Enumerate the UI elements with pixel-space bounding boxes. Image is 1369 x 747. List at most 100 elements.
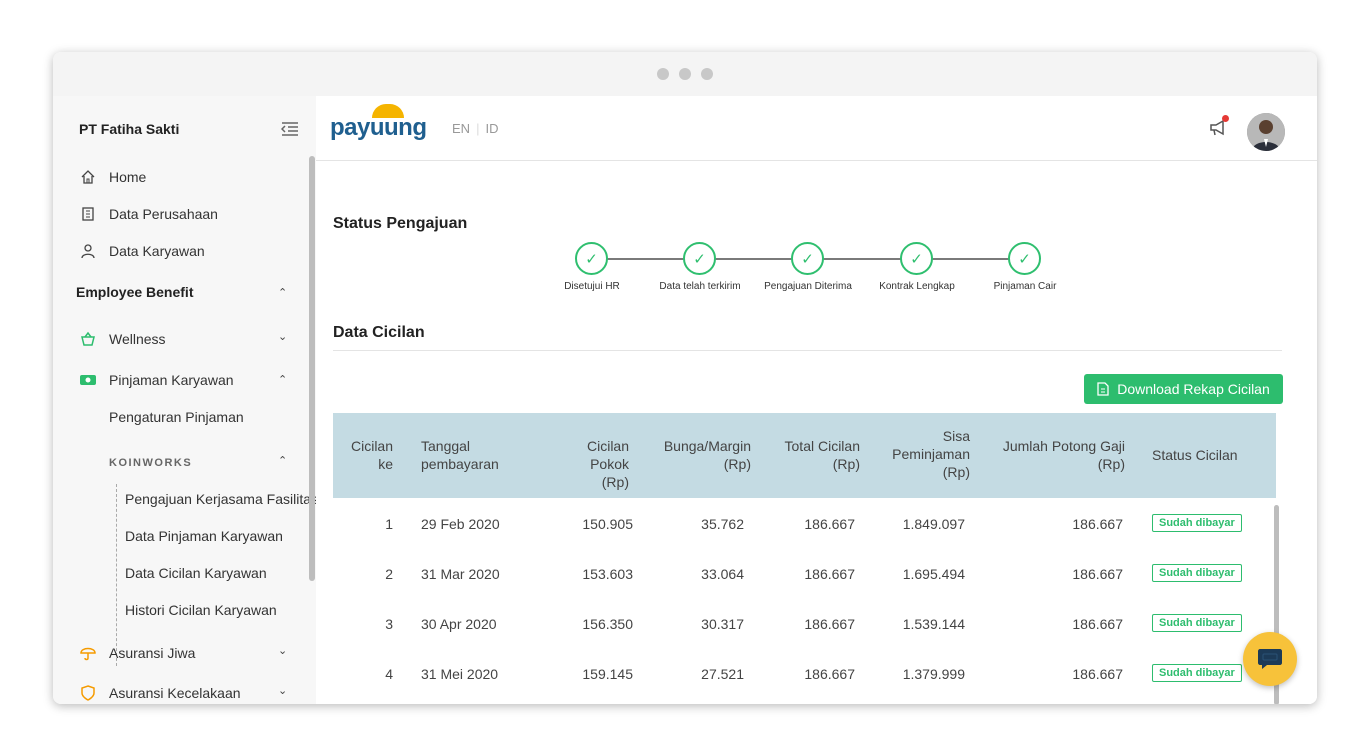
- lang-en[interactable]: EN: [452, 121, 471, 136]
- download-label: Download Rekap Cicilan: [1117, 381, 1270, 397]
- sidebar-item-label: Asuransi Kecelakaan: [109, 685, 241, 701]
- divider: [333, 350, 1282, 351]
- cell-sisa: 1.695.494: [902, 566, 965, 582]
- avatar[interactable]: [1247, 113, 1285, 151]
- sidebar-subitem[interactable]: Data Pinjaman Karyawan: [125, 528, 283, 544]
- cell-bunga: 30.317: [701, 616, 744, 632]
- cell-total: 186.667: [804, 666, 855, 682]
- sidebar-item-pinjaman-karyawan[interactable]: Pinjaman Karyawan: [79, 371, 234, 389]
- announcement-icon[interactable]: [1208, 118, 1228, 138]
- language-switch: EN | ID: [452, 121, 499, 136]
- status-badge: Sudah dibayar: [1152, 514, 1242, 532]
- step-label: Kontrak Lengkap: [879, 281, 955, 292]
- sidebar-item-data-perusahaan[interactable]: Data Perusahaan: [79, 205, 218, 223]
- logo-sun: [372, 104, 404, 118]
- cell-bunga: 27.521: [701, 666, 744, 682]
- lang-id[interactable]: ID: [485, 121, 499, 136]
- sidebar-item-label: Wellness: [109, 331, 166, 347]
- cell-potong: 186.667: [1072, 666, 1123, 682]
- table-scrollbar[interactable]: [1274, 505, 1279, 704]
- col-total-cicilan: Total Cicilan (Rp): [784, 438, 860, 472]
- cell-date: 31 Mei 2020: [421, 666, 499, 682]
- sidebar-item-pengaturan-pinjaman[interactable]: Pengaturan Pinjaman: [109, 409, 244, 425]
- sidebar: PT Fatiha Sakti Home Data Perusahaan Dat…: [53, 96, 316, 704]
- cell-date: 31 Mar 2020: [421, 566, 500, 582]
- user-icon: [79, 242, 97, 260]
- sidebar-item-wellness[interactable]: Wellness: [79, 330, 166, 348]
- chevron-up-icon[interactable]: ⌃: [278, 287, 288, 299]
- cell-no: 2: [385, 566, 393, 582]
- download-rekap-button[interactable]: Download Rekap Cicilan: [1084, 374, 1283, 404]
- status-badge: Sudah dibayar: [1152, 664, 1242, 682]
- sidebar-item-asuransi-jiwa[interactable]: Asuransi Jiwa: [79, 644, 195, 662]
- sidebar-item-label: Pinjaman Karyawan: [109, 372, 234, 388]
- sidebar-subitem[interactable]: Pengajuan Kerjasama Fasilitas: [125, 491, 316, 507]
- table-row[interactable]: 1 29 Feb 2020 150.905 35.762 186.667 1.8…: [333, 498, 1276, 548]
- document-icon: [1097, 382, 1109, 396]
- window-dot: [679, 68, 691, 80]
- status-stepper: ✓ ✓ ✓ ✓ ✓ Disetujui HR Data telah terkir…: [316, 242, 1316, 292]
- table-row[interactable]: 2 31 Mar 2020 153.603 33.064 186.667 1.6…: [333, 548, 1276, 598]
- sidebar-item-home[interactable]: Home: [79, 168, 146, 186]
- col-cicilan-pokok: Cicilan Pokok (Rp): [586, 438, 629, 490]
- title-bar: [53, 52, 1317, 96]
- building-icon: [79, 205, 97, 223]
- sidebar-item-label: Data Perusahaan: [109, 206, 218, 222]
- menu-collapse-icon[interactable]: [281, 121, 299, 137]
- cell-pokok: 156.350: [582, 616, 633, 632]
- table-row[interactable]: 3 30 Apr 2020 156.350 30.317 186.667 1.5…: [333, 598, 1276, 648]
- cell-bunga: 33.064: [701, 566, 744, 582]
- sidebar-item-asuransi-kecelakaan[interactable]: Asuransi Kecelakaan: [79, 684, 241, 702]
- col-status: Status Cicilan: [1152, 447, 1238, 463]
- payuung-logo[interactable]: payuung: [330, 114, 427, 141]
- cell-sisa: 1.849.097: [902, 516, 965, 532]
- step-check-icon: ✓: [575, 242, 608, 275]
- cell-date: 29 Feb 2020: [421, 516, 500, 532]
- cell-total: 186.667: [804, 566, 855, 582]
- step-check-icon: ✓: [791, 242, 824, 275]
- chevron-down-icon[interactable]: ⌄: [278, 685, 288, 697]
- cell-potong: 186.667: [1072, 516, 1123, 532]
- sidebar-item-label: Asuransi Jiwa: [109, 645, 196, 661]
- top-header: payuung EN | ID: [316, 96, 1317, 161]
- sidebar-scrollbar[interactable]: [309, 156, 315, 581]
- section-employee-benefit[interactable]: Employee Benefit: [76, 284, 194, 300]
- data-cicilan-title: Data Cicilan: [333, 324, 425, 341]
- chevron-down-icon[interactable]: ⌄: [278, 645, 288, 657]
- sidebar-subitem[interactable]: Data Cicilan Karyawan: [125, 565, 267, 581]
- sidebar-subitem[interactable]: Histori Cicilan Karyawan: [125, 602, 277, 618]
- step-label: Disetujui HR: [564, 281, 620, 292]
- cell-pokok: 159.145: [582, 666, 633, 682]
- chat-button[interactable]: [1243, 632, 1297, 686]
- step-check-icon: ✓: [900, 242, 933, 275]
- cell-potong: 186.667: [1072, 616, 1123, 632]
- sidebar-item-label: Home: [109, 169, 147, 185]
- step-check-icon: ✓: [1008, 242, 1041, 275]
- step-label: Data telah terkirim: [659, 281, 741, 292]
- chevron-down-icon[interactable]: ⌄: [278, 331, 288, 343]
- tree-connector: [116, 484, 117, 666]
- status-badge: Sudah dibayar: [1152, 564, 1242, 582]
- step-label: Pinjaman Cair: [993, 281, 1057, 292]
- window-dot: [657, 68, 669, 80]
- window-dot: [701, 68, 713, 80]
- col-potong-gaji: Jumlah Potong Gaji (Rp): [1002, 438, 1125, 472]
- cell-sisa: 1.539.144: [902, 616, 965, 632]
- step-label: Pengajuan Diterima: [764, 281, 852, 292]
- col-tanggal: Tanggal pembayaran: [421, 438, 499, 472]
- main-content: payuung EN | ID Status Pengajuan ✓: [316, 96, 1317, 704]
- chevron-up-icon[interactable]: ⌃: [278, 374, 288, 386]
- chat-icon: [1258, 649, 1282, 669]
- cell-no: 4: [385, 666, 393, 682]
- cell-pokok: 153.603: [582, 566, 633, 582]
- sidebar-item-data-karyawan[interactable]: Data Karyawan: [79, 242, 205, 260]
- chevron-up-icon[interactable]: ⌃: [278, 455, 288, 467]
- cell-total: 186.667: [804, 516, 855, 532]
- cicilan-table: Cicilan ke Tanggal pembayaran Cicilan Po…: [333, 413, 1276, 698]
- cell-date: 30 Apr 2020: [421, 616, 497, 632]
- koinworks-logo: KOINWORKS: [109, 457, 193, 469]
- col-sisa: Sisa Peminjaman (Rp): [892, 428, 970, 480]
- cell-total: 186.667: [804, 616, 855, 632]
- table-row[interactable]: 4 31 Mei 2020 159.145 27.521 186.667 1.3…: [333, 648, 1276, 698]
- umbrella-icon: [79, 644, 97, 662]
